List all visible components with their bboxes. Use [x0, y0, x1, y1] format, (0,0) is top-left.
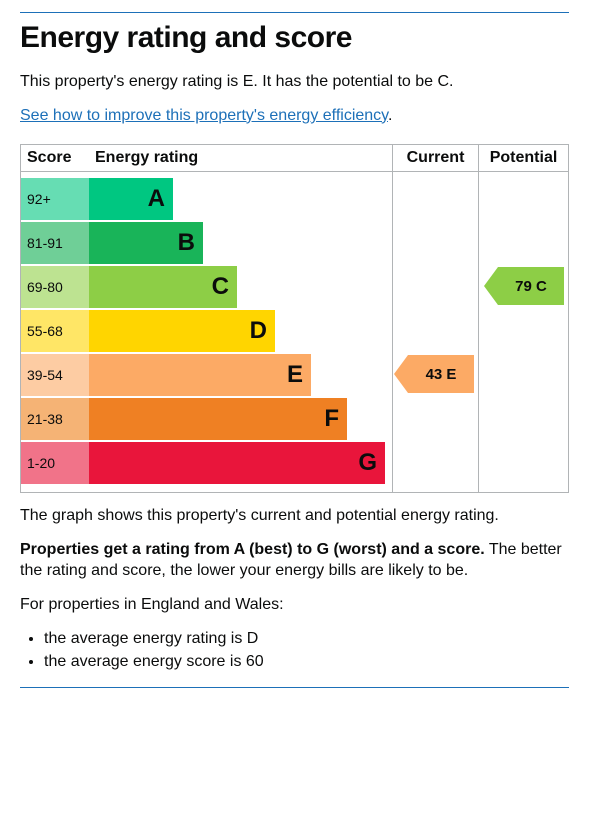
page-title: Energy rating and score [20, 21, 569, 55]
improve-link-suffix: . [388, 107, 392, 124]
averages-item: the average energy score is 60 [44, 651, 569, 673]
marker-current: 43 E [408, 355, 474, 393]
band-bar-a: A [89, 178, 173, 220]
bottom-rule [20, 687, 569, 688]
averages-item: the average energy rating is D [44, 628, 569, 650]
band-row-c: 69-80C [21, 266, 392, 308]
improve-link-para: See how to improve this property's energ… [20, 105, 569, 127]
band-bar-c: C [89, 266, 237, 308]
chart-body: 92+A81-91B69-80C55-68D39-54E21-38F1-20G … [21, 172, 568, 492]
energy-rating-chart: Score Energy rating Current Potential 92… [20, 144, 569, 493]
averages-list: the average energy rating is Dthe averag… [44, 628, 569, 673]
band-row-a: 92+A [21, 178, 392, 220]
marker-potential: 79 C [498, 267, 564, 305]
band-row-g: 1-20G [21, 442, 392, 484]
band-score-g: 1-20 [21, 442, 89, 484]
improve-link[interactable]: See how to improve this property's energ… [20, 107, 388, 124]
band-score-b: 81-91 [21, 222, 89, 264]
band-row-e: 39-54E [21, 354, 392, 396]
band-row-b: 81-91B [21, 222, 392, 264]
chart-bars-area: 92+A81-91B69-80C55-68D39-54E21-38F1-20G [21, 172, 392, 492]
intro-text: This property's energy rating is E. It h… [20, 71, 569, 93]
col-header-potential: Potential [478, 145, 568, 171]
band-score-a: 92+ [21, 178, 89, 220]
col-header-score: Score [21, 145, 89, 171]
col-header-rating: Energy rating [89, 145, 392, 171]
band-bar-e: E [89, 354, 311, 396]
rating-explainer-bold: Properties get a rating from A (best) to… [20, 541, 485, 558]
col-header-current: Current [392, 145, 478, 171]
top-rule [20, 12, 569, 13]
region-intro: For properties in England and Wales: [20, 594, 569, 616]
band-score-c: 69-80 [21, 266, 89, 308]
band-score-f: 21-38 [21, 398, 89, 440]
band-bar-g: G [89, 442, 385, 484]
chart-potential-col: 79 C [478, 172, 568, 492]
chart-caption: The graph shows this property's current … [20, 505, 569, 527]
rating-explainer: Properties get a rating from A (best) to… [20, 539, 569, 582]
band-score-d: 55-68 [21, 310, 89, 352]
band-score-e: 39-54 [21, 354, 89, 396]
band-bar-f: F [89, 398, 347, 440]
band-row-f: 21-38F [21, 398, 392, 440]
chart-current-col: 43 E [392, 172, 478, 492]
chart-header: Score Energy rating Current Potential [21, 145, 568, 172]
band-bar-d: D [89, 310, 275, 352]
band-row-d: 55-68D [21, 310, 392, 352]
band-bar-b: B [89, 222, 203, 264]
